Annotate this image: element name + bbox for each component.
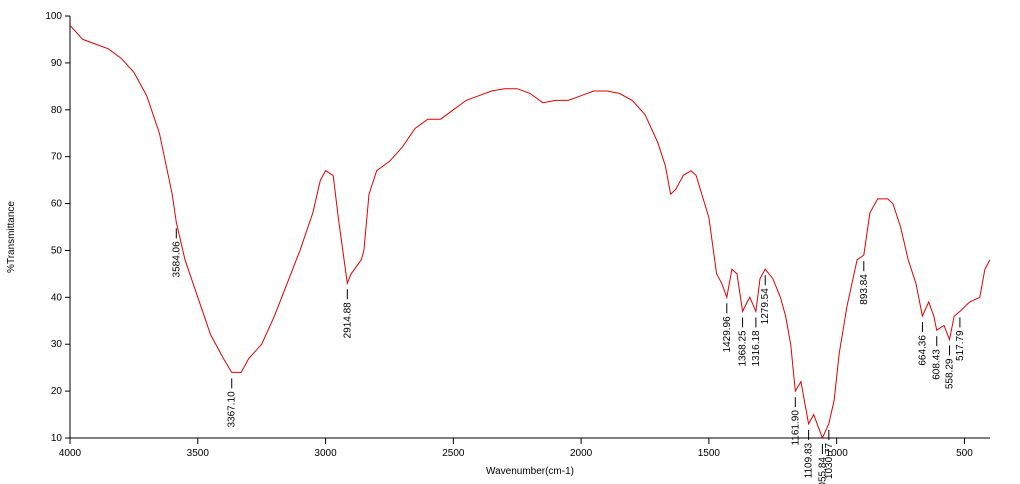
peak-label: 608.43 [932,349,943,380]
peak-label: 1429.96 [722,316,733,353]
peak-label: 1055.84 [817,457,828,484]
x-tick-label: 3000 [314,448,337,459]
peak-label: 517.79 [955,330,966,361]
peak-label: 558.29 [945,358,956,389]
peak-label: 1109.83 [804,442,815,478]
y-tick-label: 90 [51,58,63,69]
x-tick-label: 2500 [442,448,465,459]
x-tick-label: 2000 [570,448,593,459]
peak-label: 1368.25 [738,330,749,367]
y-tick-label: 40 [51,292,63,303]
y-tick-label: 100 [45,11,62,22]
spectrum-line [69,25,991,440]
x-tick-label: 1500 [698,448,721,459]
y-tick-label: 30 [51,339,63,350]
peak-label: 664.36 [917,335,928,366]
y-tick-label: 20 [51,386,63,397]
y-tick-label: 70 [51,152,63,163]
peak-label: 3367.10 [227,391,238,428]
peak-label: 1316.18 [751,330,762,367]
peak-label: 1279.54 [760,288,771,325]
x-axis-label: Wavenumber(cm-1) [486,466,574,477]
peak-label: 893.84 [859,274,870,305]
x-tick-label: 4000 [59,448,82,459]
x-tick-label: 1000 [826,448,849,459]
y-tick-label: 10 [51,433,63,444]
x-tick-label: 500 [956,448,973,459]
peak-label: 1030.77 [824,443,835,480]
y-tick-label: 50 [51,245,63,256]
peak-label: 1161.90 [790,410,801,446]
peak-label: 2914.88 [342,302,353,339]
peak-label: 3584.06 [171,241,182,278]
y-tick-label: 60 [51,199,63,210]
y-tick-label: 80 [51,105,63,116]
x-tick-label: 3500 [187,448,210,459]
y-axis-label: %Transmittance [6,201,17,273]
